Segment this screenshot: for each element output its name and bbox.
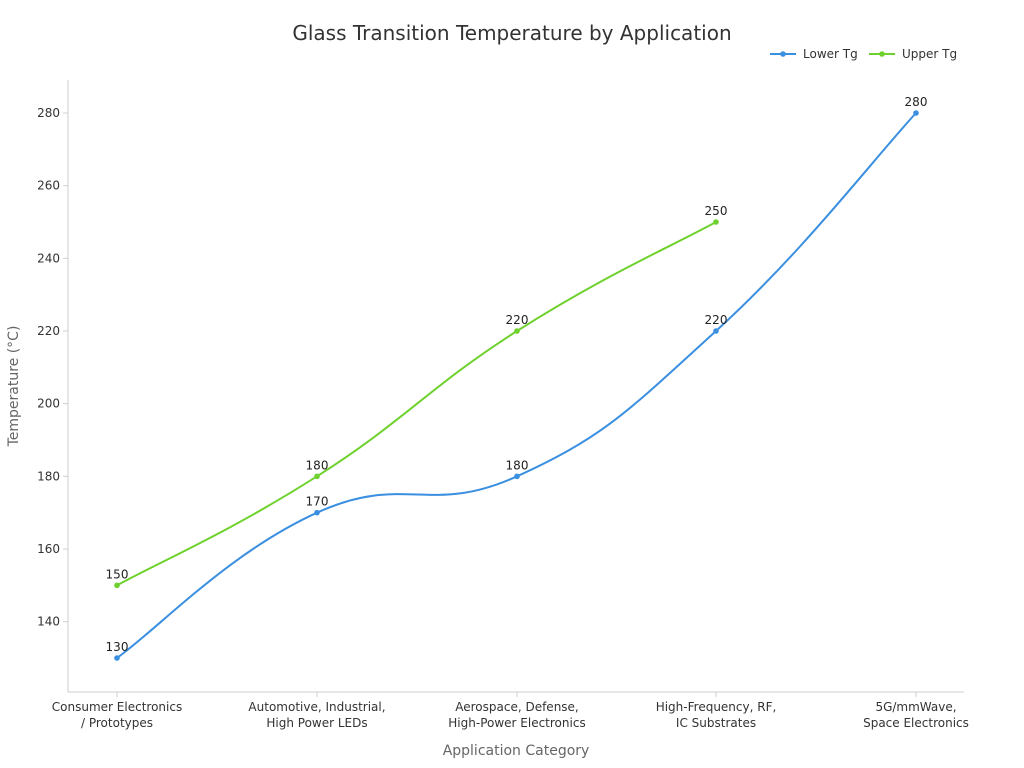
x-tick-label-4-line-0: 5G/mmWave, (875, 700, 956, 714)
series-1-label-3: 250 (705, 204, 728, 218)
series-1-point-0 (114, 582, 120, 589)
legend-label-1: Upper Tg (902, 47, 957, 61)
series-0-label-4: 280 (905, 95, 928, 109)
x-tick-label-1-line-1: High Power LEDs (266, 716, 367, 730)
x-tick-label-2: Aerospace, Defense, High-Power Electronic… (448, 700, 585, 730)
y-ticks: 140 160 180 200 220 240 260 280 (37, 106, 68, 629)
y-tick-label-180: 180 (37, 469, 60, 483)
series-0-label-1: 170 (306, 495, 329, 509)
series-0-label-2: 180 (506, 458, 529, 472)
series-points (114, 110, 919, 661)
series-1-point-1 (314, 473, 320, 480)
x-tick-label-0-line-0: Consumer Electronics (52, 700, 182, 714)
x-tick-label-4: 5G/mmWave, Space Electronics (863, 700, 969, 730)
y-tick-label-260: 260 (37, 179, 60, 193)
legend: Lower Tg Upper Tg (770, 47, 957, 61)
legend-dot-1 (879, 51, 885, 57)
x-tick-label-4-line-1: Space Electronics (863, 716, 969, 730)
y-axis-title: Temperature (°C) (6, 326, 22, 448)
x-tick-label-3-line-0: High-Frequency, RF, (656, 700, 777, 714)
y-tick-label-160: 160 (37, 542, 60, 556)
series-0-point-4 (913, 110, 919, 116)
y-tick-label-240: 240 (37, 251, 60, 265)
series-lines (116, 112, 917, 659)
series-line-0 (116, 112, 917, 659)
series-1-point-2 (514, 328, 520, 334)
x-tick-label-2-line-0: Aerospace, Defense, (455, 700, 579, 714)
y-tick-label-200: 200 (37, 397, 60, 411)
y-tick-label-220: 220 (37, 324, 60, 338)
axes (67, 80, 964, 693)
series-1-point-3 (713, 219, 719, 225)
x-tick-label-0: Consumer Electronics / Prototypes (52, 700, 182, 730)
series-0-point-3 (713, 328, 719, 334)
series-0-point-1 (314, 509, 320, 516)
series-0-point-0 (114, 655, 120, 661)
series-0-label-3: 220 (705, 313, 728, 327)
x-ticks: Consumer Electronics / Prototypes Automoti… (52, 692, 969, 730)
series-line-1 (116, 221, 717, 587)
x-tick-label-1: Automotive, Industrial, High Power LEDs (248, 700, 385, 730)
data-labels: 130 170 180 220 280 150 180 220 250 (106, 95, 928, 654)
series-1-label-2: 220 (506, 313, 529, 327)
x-tick-label-1-line-0: Automotive, Industrial, (248, 700, 385, 714)
y-tick-label-280: 280 (37, 106, 60, 120)
legend-label-0: Lower Tg (803, 47, 858, 61)
y-tick-label-140: 140 (37, 615, 60, 629)
legend-dot-0 (780, 51, 786, 57)
x-tick-label-3-line-1: IC Substrates (676, 716, 756, 730)
series-1-label-1: 180 (306, 458, 329, 472)
x-tick-label-0-line-1: / Prototypes (81, 716, 153, 730)
series-0-label-0: 130 (106, 640, 129, 654)
x-tick-label-3: High-Frequency, RF, IC Substrates (656, 700, 777, 730)
series-1-label-0: 150 (106, 567, 129, 581)
chart-title: Glass Transition Temperature by Applicat… (292, 21, 731, 45)
x-axis-title: Application Category (443, 743, 590, 759)
series-0-point-2 (514, 473, 520, 480)
x-tick-label-2-line-1: High-Power Electronics (448, 716, 585, 730)
